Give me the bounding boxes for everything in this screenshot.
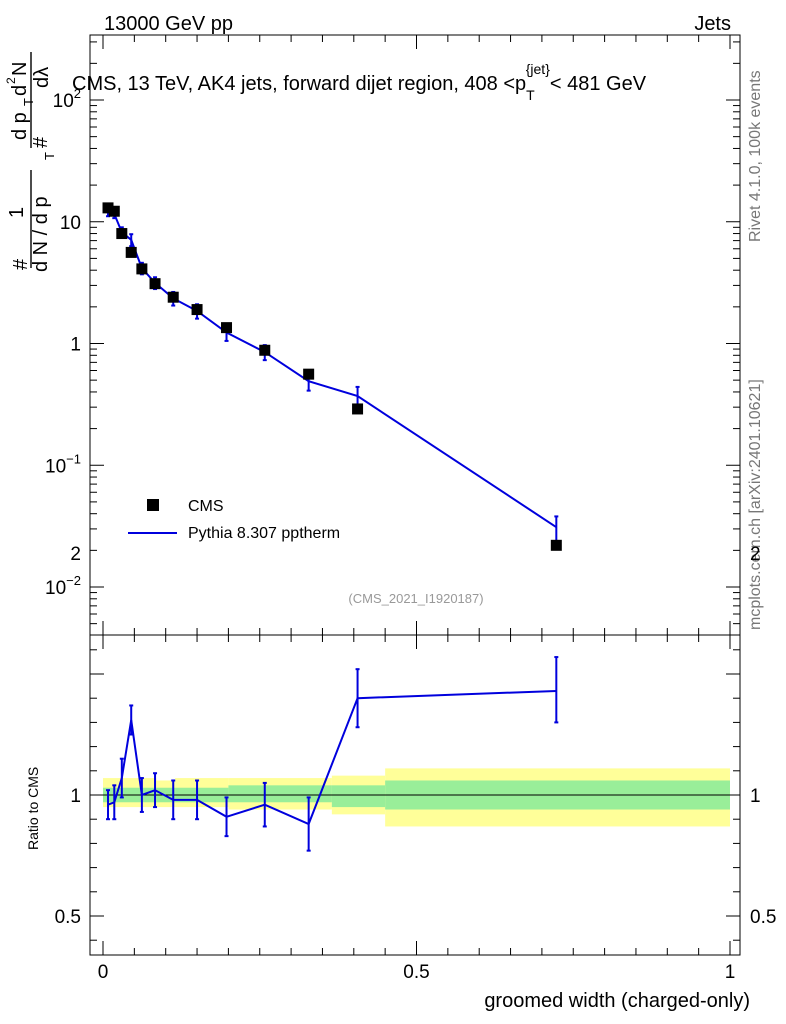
main-y-tick-label: 102	[53, 86, 81, 112]
ratio-green-band	[228, 785, 332, 803]
cms-data-point	[550, 539, 562, 551]
main-data-layer	[102, 202, 562, 551]
cms-data-point	[259, 344, 271, 356]
cms-data-point	[221, 322, 233, 334]
cms-data-point	[303, 368, 315, 380]
cms-data-point	[136, 263, 148, 275]
ylabel-hash-2: #	[30, 136, 52, 148]
ylabel-dlambda: dλ	[31, 67, 53, 88]
ylabel-one: 1	[6, 207, 28, 218]
legend-cms-label: CMS	[188, 498, 224, 515]
x-tick-label: 0.5	[403, 962, 429, 983]
main-y-axis-label: # 1 d N / d p T # d p T d 2 N dλ	[4, 52, 57, 272]
category-label: Jets	[694, 13, 731, 35]
main-title-suffix: < 481 GeV	[550, 73, 647, 95]
rivet-version-label: Rivet 4.1.0, 100k events	[747, 70, 764, 242]
main-y-tick-label: 1	[70, 335, 81, 356]
ylabel-hash-1: #	[10, 258, 32, 270]
main-tick-layer: 10−2 10−1 1 10 102	[45, 35, 740, 635]
cms-data-point	[102, 202, 114, 214]
x-tick-label: 0	[98, 962, 109, 983]
analysis-watermark: (CMS_2021_I1920187)	[348, 591, 483, 606]
ylabel-n: N	[9, 62, 31, 76]
ratio-y-tick-label-right: 0.5	[750, 907, 776, 928]
ylabel-d: d	[9, 85, 31, 96]
ylabel-t-1: T	[42, 152, 57, 160]
cms-data-point	[125, 246, 137, 258]
mcplots-label: mcplots.cern.ch [arXiv:2401.10621]	[747, 379, 764, 630]
main-frame	[89, 34, 741, 636]
ylabel-dpt: d p	[9, 112, 31, 140]
ylabel-two: 2	[4, 77, 18, 84]
main-title-sup: {jet}	[526, 61, 550, 77]
main-y-tick-label: 10	[60, 213, 81, 234]
ylabel-dn-dpt: d N / d p	[30, 196, 52, 272]
ratio-y-tick-label: 2	[70, 544, 81, 565]
ratio-tick-layer: 0.5 0.5 1 1 2 2 0 0.5 1	[55, 544, 777, 983]
cms-data-point	[149, 278, 161, 290]
main-title-sub: T	[526, 87, 535, 103]
ratio-y-tick-label: 1	[70, 786, 81, 807]
cms-data-point	[108, 205, 120, 217]
main-title-prefix: CMS, 13 TeV, AK4 jets, forward dijet reg…	[72, 73, 526, 95]
ratio-band-layer	[103, 768, 730, 827]
pythia-line	[107, 211, 557, 529]
cms-data-point	[167, 291, 179, 303]
main-y-tick-label: 10−2	[45, 573, 81, 599]
ratio-y-axis-label: Ratio to CMS	[25, 767, 41, 850]
ratio-y-tick-label: 0.5	[55, 907, 81, 928]
main-panel: 10−2 10−1 1 10 102 CMS, 13 TeV, AK4 jets, fo…	[4, 34, 741, 636]
ratio-frame	[89, 634, 741, 956]
ratio-green-band	[331, 785, 386, 808]
x-tick-label: 1	[725, 962, 736, 983]
cms-data-point	[352, 403, 364, 415]
ratio-panel: 0.5 0.5 1 1 2 2 0 0.5 1 Ratio to CMS groomed wid…	[25, 544, 776, 1012]
legend-cms-marker	[147, 499, 159, 511]
ylabel-t-2: T	[21, 98, 36, 106]
legend: CMS Pythia 8.307 pptherm	[128, 498, 340, 542]
energy-label: 13000 GeV pp	[104, 13, 233, 35]
legend-pythia-label: Pythia 8.307 pptherm	[188, 525, 340, 542]
main-y-tick-label: 10−1	[45, 451, 81, 477]
x-axis-label: groomed width (charged-only)	[484, 990, 750, 1012]
ratio-y-tick-label-right: 2	[750, 544, 761, 565]
ratio-y-tick-label-right: 1	[750, 786, 761, 807]
ratio-data-layer	[106, 656, 559, 852]
main-title: CMS, 13 TeV, AK4 jets, forward dijet reg…	[72, 61, 647, 103]
cms-data-point	[116, 228, 128, 240]
cms-data-point	[191, 304, 203, 316]
